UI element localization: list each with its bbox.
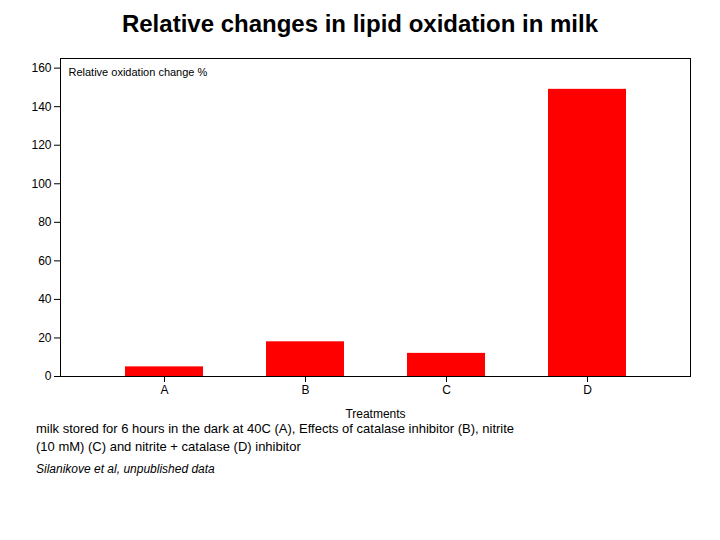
html-text:milk stored for 6 hours in the: milk stored for 6 hours in the dark at 4… bbox=[36, 421, 515, 436]
svg-text:20: 20 bbox=[38, 331, 52, 345]
svg-text:Treatments: Treatments bbox=[345, 407, 405, 421]
html-text:Silanikove et al, unpublished: Silanikove et al, unpublished data bbox=[36, 462, 215, 476]
svg-text:140: 140 bbox=[31, 100, 51, 114]
svg-text:Relative oxidation change %: Relative oxidation change % bbox=[69, 66, 208, 78]
svg-text:160: 160 bbox=[31, 61, 51, 75]
svg-text:C: C bbox=[442, 383, 451, 397]
svg-text:80: 80 bbox=[38, 215, 52, 229]
svg-text:0: 0 bbox=[45, 369, 52, 383]
html-text:(10 mM) (C) and nitrite + cata: (10 mM) (C) and nitrite + catalase (D) i… bbox=[36, 439, 301, 454]
svg-text:100: 100 bbox=[31, 177, 51, 191]
svg-text:120: 120 bbox=[31, 138, 51, 152]
svg-text:B: B bbox=[301, 383, 309, 397]
svg-text:D: D bbox=[583, 383, 592, 397]
svg-text:40: 40 bbox=[38, 292, 52, 306]
svg-text:60: 60 bbox=[38, 254, 52, 268]
html-text:Relative changes in lipid oxid: Relative changes in lipid oxidation in m… bbox=[121, 10, 598, 37]
svg-text:A: A bbox=[160, 383, 168, 397]
